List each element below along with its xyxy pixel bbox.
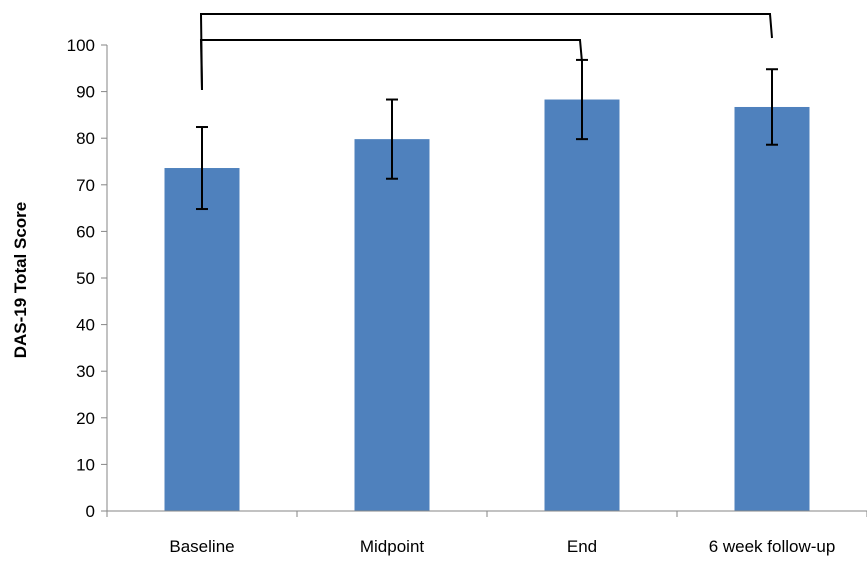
x-tick-label: End: [567, 537, 597, 556]
y-tick-label: 50: [76, 269, 95, 288]
bar-midpoint: [354, 139, 430, 511]
y-tick-label: 20: [76, 409, 95, 428]
y-tick-label: 70: [76, 176, 95, 195]
error-bars: [196, 58, 778, 211]
x-tick-label: 6 week follow-up: [709, 537, 836, 556]
x-tick-label: Baseline: [169, 537, 234, 556]
x-tick-label: Midpoint: [360, 537, 425, 556]
y-tick-label: 0: [86, 502, 95, 521]
y-axis-title: DAS-19 Total Score: [11, 202, 30, 359]
significance-bracket: [199, 39, 583, 91]
bars: [164, 99, 810, 512]
significance-bracket: [199, 13, 773, 91]
tick-labels: 0 10 20 30 40 50 60 70 80 90 100 Baseline Midpoint En…: [67, 36, 836, 556]
y-tick-label: 40: [76, 316, 95, 335]
bar-baseline: [164, 168, 240, 512]
y-tick-label: 80: [76, 129, 95, 148]
y-tick-label: 90: [76, 83, 95, 102]
y-tick-label: 100: [67, 36, 95, 55]
y-tick-label: 60: [76, 222, 95, 241]
bar-end: [544, 99, 620, 511]
y-tick-label: 30: [76, 362, 95, 381]
axes: [101, 44, 867, 517]
y-tick-label: 10: [76, 455, 95, 474]
bar-6-week-follow-up: [734, 106, 810, 511]
significance-brackets: [199, 13, 773, 91]
